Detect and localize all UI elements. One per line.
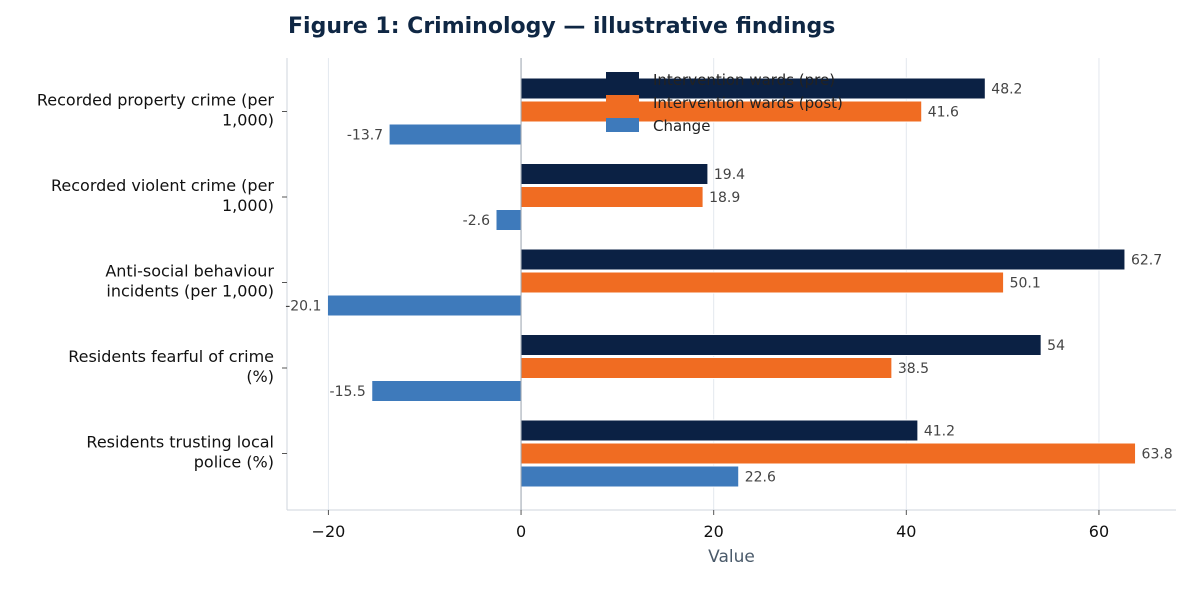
- data-label: 54: [1047, 338, 1065, 354]
- x-tick-label: −20: [312, 522, 346, 541]
- x-tick-label: 40: [896, 522, 916, 541]
- data-label: 50.1: [1010, 276, 1041, 292]
- bar: [520, 334, 1042, 356]
- data-label: 63.8: [1142, 447, 1173, 463]
- y-tick-label: Recorded violent crime (per 1,000): [51, 176, 274, 215]
- data-label: -13.7: [347, 128, 383, 144]
- bar: [520, 163, 709, 185]
- data-label: 19.4: [714, 167, 745, 183]
- data-label: 18.9: [709, 190, 740, 206]
- legend-label: Intervention wards (pre): [653, 71, 835, 89]
- chart-title: Figure 1: Criminology — illustrative fin…: [288, 14, 836, 39]
- x-tick-label: 60: [1089, 522, 1109, 541]
- data-label: 38.5: [898, 361, 929, 377]
- legend-swatch: [606, 72, 639, 86]
- bar: [520, 442, 1137, 465]
- data-label: -15.5: [330, 384, 366, 400]
- bar: [326, 294, 522, 317]
- bar: [520, 465, 740, 488]
- data-label: 62.7: [1131, 253, 1162, 269]
- data-label: 41.6: [928, 105, 959, 121]
- x-tick-label: 20: [704, 522, 724, 541]
- data-label: -20.1: [285, 299, 321, 315]
- bar: [520, 271, 1005, 294]
- x-tick-label: 0: [516, 522, 526, 541]
- data-label: 48.2: [991, 82, 1022, 98]
- bar: [388, 123, 522, 146]
- bar: [520, 186, 704, 208]
- data-label: -2.6: [463, 213, 490, 229]
- bar: [520, 419, 919, 442]
- legend-label: Intervention wards (post): [653, 94, 843, 112]
- y-tick-label: Residents fearful of crime (%): [68, 347, 274, 386]
- y-tick-label: Residents trusting local police (%): [86, 433, 274, 472]
- legend-swatch: [606, 95, 639, 109]
- data-label: 41.2: [924, 424, 955, 440]
- x-axis-label: Value: [708, 547, 755, 567]
- legend-swatch: [606, 118, 639, 132]
- y-tick-label: Anti-social behaviour incidents (per 1,00…: [105, 262, 274, 301]
- bar: [495, 209, 522, 231]
- bar: [520, 357, 893, 379]
- legend-label: Change: [653, 117, 710, 135]
- bar: [371, 380, 522, 402]
- bar: [520, 248, 1126, 271]
- data-label: 22.6: [745, 470, 776, 486]
- y-tick-label: Recorded property crime (per 1,000): [37, 91, 275, 130]
